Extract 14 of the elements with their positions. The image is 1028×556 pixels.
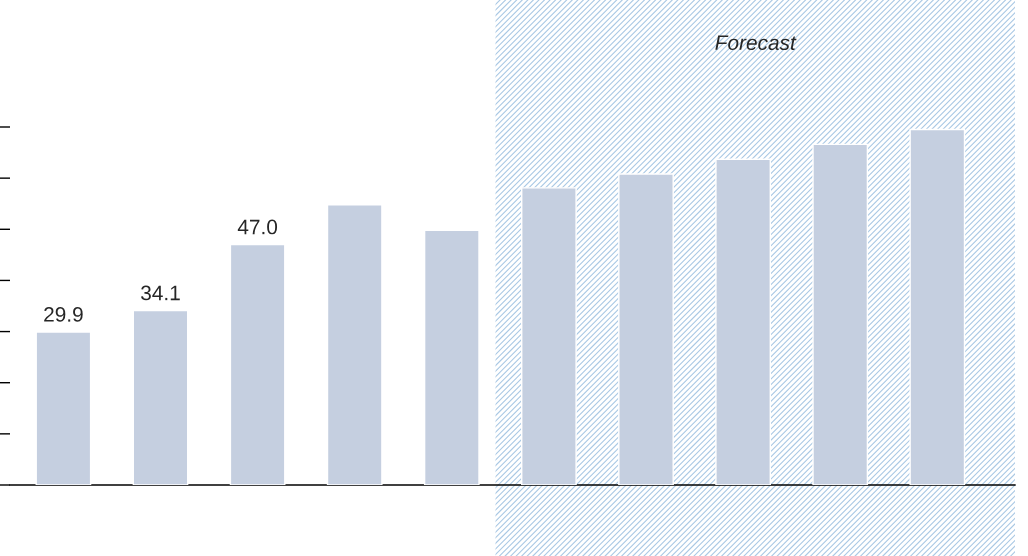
bar xyxy=(229,243,286,485)
bar xyxy=(521,187,577,485)
bar xyxy=(812,143,869,485)
bar xyxy=(618,173,674,485)
text: Forecast xyxy=(715,35,797,51)
data-label: 34.1 xyxy=(141,285,180,301)
data-label: 29.9 xyxy=(44,307,83,322)
bar xyxy=(715,158,771,485)
data-label: 47.0 xyxy=(237,219,278,235)
bar xyxy=(909,128,966,485)
bar xyxy=(35,331,92,485)
bar xyxy=(132,309,189,485)
bar xyxy=(326,204,383,485)
bar xyxy=(423,229,480,485)
